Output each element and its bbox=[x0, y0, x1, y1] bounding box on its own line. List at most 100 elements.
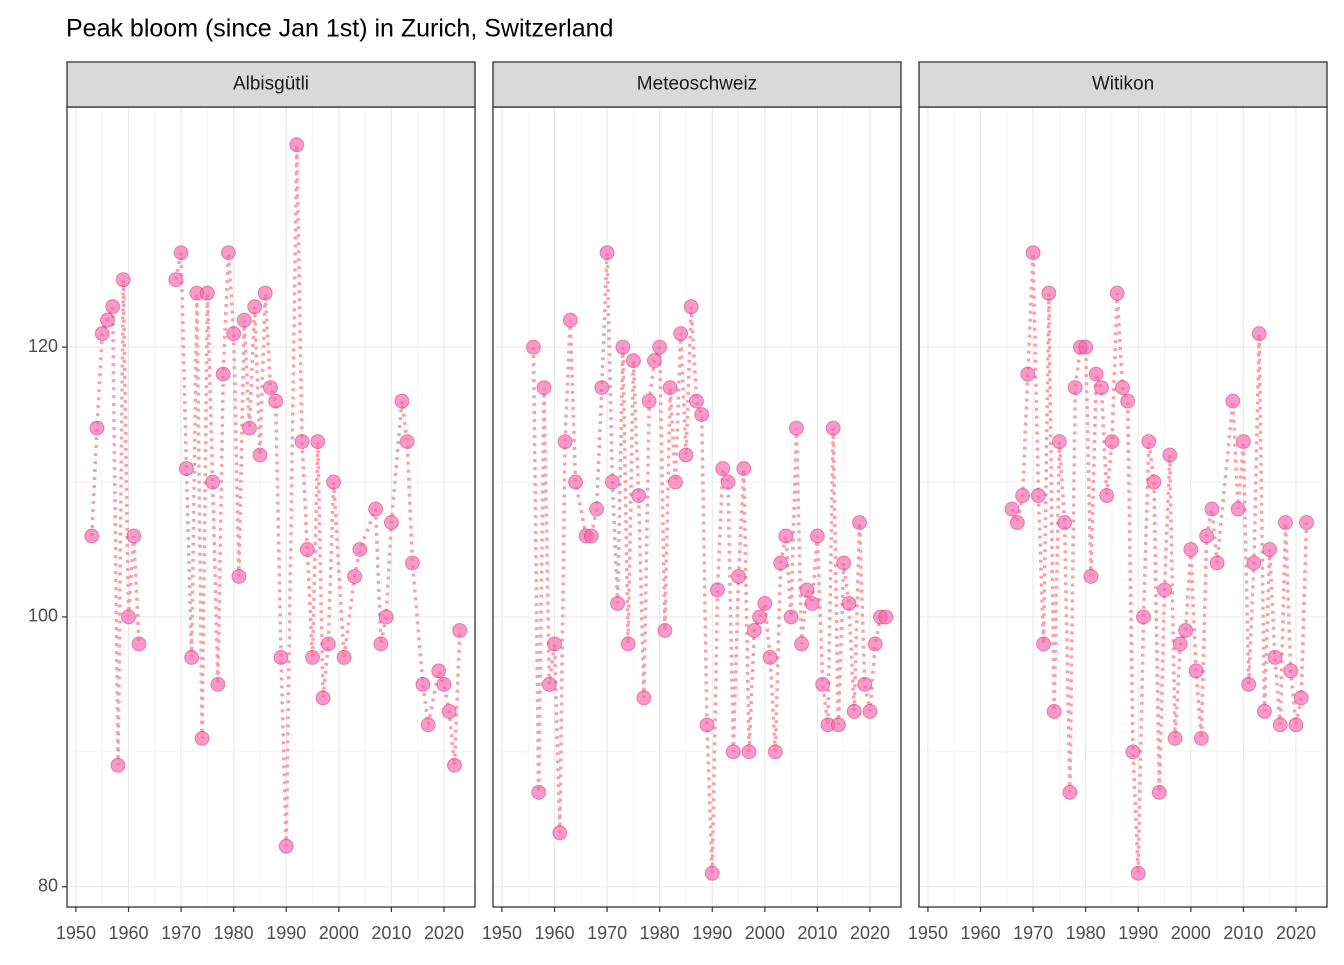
data-point bbox=[1256, 703, 1272, 719]
data-point bbox=[525, 339, 541, 355]
data-point bbox=[394, 393, 410, 409]
data-point bbox=[725, 744, 741, 760]
x-tick-label: 1980 bbox=[640, 923, 680, 943]
x-tick-label: 1960 bbox=[960, 923, 1000, 943]
data-point bbox=[1230, 501, 1246, 517]
data-point bbox=[199, 285, 215, 301]
data-point bbox=[536, 380, 552, 396]
data-point bbox=[1172, 636, 1188, 652]
data-point bbox=[678, 447, 694, 463]
x-tick-label: 1980 bbox=[214, 923, 254, 943]
strip-label: Witikon bbox=[1092, 74, 1154, 95]
x-tick-label: 2000 bbox=[319, 923, 359, 943]
data-point bbox=[1251, 326, 1267, 342]
data-point bbox=[215, 366, 231, 382]
data-point bbox=[121, 609, 137, 625]
data-point bbox=[320, 636, 336, 652]
data-point bbox=[1025, 245, 1041, 261]
data-point bbox=[1235, 434, 1251, 450]
data-point bbox=[252, 447, 268, 463]
data-point bbox=[452, 622, 468, 638]
data-point bbox=[1167, 730, 1183, 746]
data-point bbox=[1298, 515, 1314, 531]
data-point bbox=[315, 690, 331, 706]
data-point bbox=[778, 528, 794, 544]
data-point bbox=[226, 326, 242, 342]
data-point bbox=[867, 636, 883, 652]
data-point bbox=[615, 339, 631, 355]
data-point bbox=[688, 393, 704, 409]
data-point bbox=[720, 474, 736, 490]
data-point bbox=[1078, 339, 1094, 355]
data-point bbox=[862, 703, 878, 719]
data-point bbox=[431, 663, 447, 679]
data-point bbox=[1041, 285, 1057, 301]
data-point bbox=[794, 636, 810, 652]
data-point bbox=[1093, 380, 1109, 396]
data-point bbox=[94, 326, 110, 342]
data-point bbox=[746, 622, 762, 638]
data-point bbox=[1151, 784, 1167, 800]
data-point bbox=[762, 649, 778, 665]
x-tick-label: 1970 bbox=[1013, 923, 1053, 943]
data-point bbox=[257, 285, 273, 301]
data-point bbox=[84, 528, 100, 544]
data-point bbox=[173, 245, 189, 261]
data-point bbox=[168, 272, 184, 288]
data-point bbox=[373, 636, 389, 652]
data-point bbox=[378, 609, 394, 625]
data-point bbox=[757, 595, 773, 611]
data-point bbox=[741, 744, 757, 760]
data-point bbox=[799, 582, 815, 598]
strip bbox=[66, 61, 476, 108]
data-point bbox=[210, 676, 226, 692]
data-point bbox=[704, 865, 720, 881]
x-tick-label: 1980 bbox=[1066, 923, 1106, 943]
data-point bbox=[1015, 488, 1031, 504]
data-point bbox=[657, 622, 673, 638]
data-point bbox=[205, 474, 221, 490]
strip bbox=[918, 61, 1328, 108]
data-point bbox=[599, 245, 615, 261]
data-point bbox=[830, 717, 846, 733]
data-point bbox=[562, 312, 578, 328]
x-tick-label: 2000 bbox=[1171, 923, 1211, 943]
data-point bbox=[415, 676, 431, 692]
data-point bbox=[825, 420, 841, 436]
data-point bbox=[589, 501, 605, 517]
data-point bbox=[767, 744, 783, 760]
data-point bbox=[289, 137, 305, 153]
data-point bbox=[547, 636, 563, 652]
data-point bbox=[420, 717, 436, 733]
data-point bbox=[241, 420, 257, 436]
data-point bbox=[1277, 515, 1293, 531]
data-point bbox=[178, 461, 194, 477]
data-point bbox=[1157, 582, 1173, 598]
data-point bbox=[115, 272, 131, 288]
data-point bbox=[1130, 865, 1146, 881]
data-point bbox=[231, 568, 247, 584]
data-point bbox=[368, 501, 384, 517]
data-point bbox=[404, 555, 420, 571]
y-tick-label: 80 bbox=[38, 876, 58, 896]
x-tick-label: 1950 bbox=[482, 923, 522, 943]
data-point bbox=[1067, 380, 1083, 396]
data-point bbox=[446, 757, 462, 773]
data-point bbox=[1272, 717, 1288, 733]
panel-background bbox=[919, 107, 1327, 907]
data-point bbox=[99, 312, 115, 328]
data-point bbox=[731, 568, 747, 584]
strip-label: Meteoschweiz bbox=[637, 74, 757, 95]
data-point bbox=[710, 582, 726, 598]
data-point bbox=[667, 474, 683, 490]
data-point bbox=[788, 420, 804, 436]
data-point bbox=[752, 609, 768, 625]
data-point bbox=[604, 474, 620, 490]
data-point bbox=[641, 393, 657, 409]
data-point bbox=[683, 299, 699, 315]
data-point bbox=[1036, 636, 1052, 652]
data-point bbox=[1088, 366, 1104, 382]
chart-title: Peak bloom (since Jan 1st) in Zurich, Sw… bbox=[66, 15, 613, 43]
data-point bbox=[1146, 474, 1162, 490]
